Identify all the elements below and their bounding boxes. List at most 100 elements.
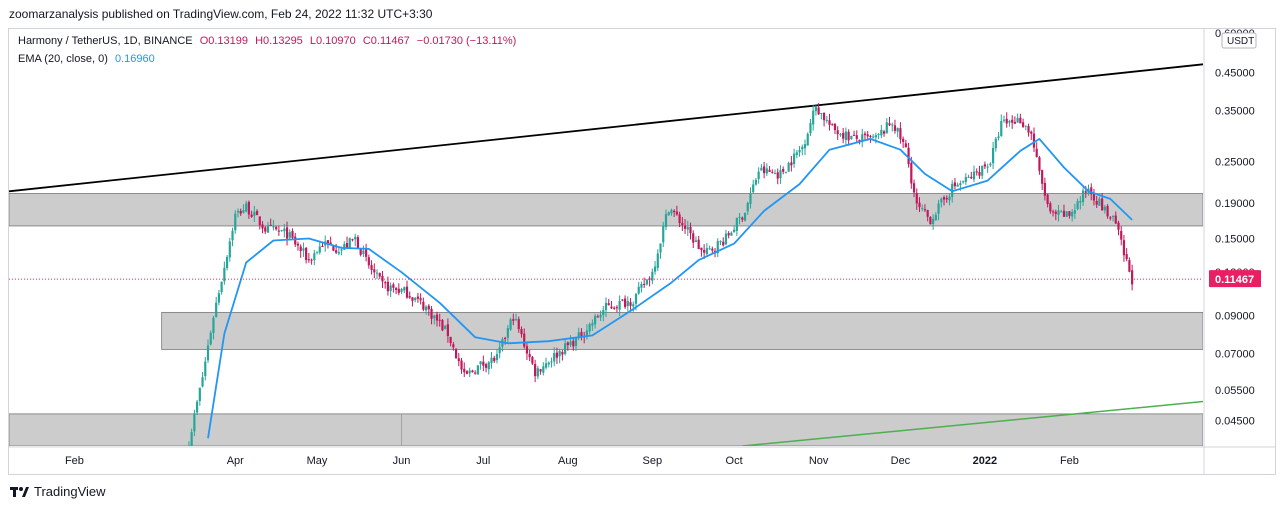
candle: [574, 337, 578, 351]
candle-body: [852, 134, 856, 136]
candle-body: [621, 299, 624, 301]
candle: [754, 178, 758, 186]
candle: [763, 161, 766, 179]
candle: [512, 313, 515, 326]
candle-body: [427, 305, 430, 310]
candle: [1079, 196, 1082, 210]
candle: [487, 361, 490, 375]
candle-body: [765, 168, 768, 174]
candle: [1071, 209, 1074, 222]
candle-body: [1120, 230, 1123, 240]
candle: [618, 295, 621, 317]
candle: [893, 119, 897, 134]
candle-body: [544, 363, 548, 368]
candle: [321, 243, 324, 248]
candle: [836, 126, 839, 140]
candle: [285, 221, 289, 246]
candle-body: [757, 171, 760, 180]
candle: [689, 222, 692, 240]
candle: [659, 243, 662, 259]
candle-body: [670, 210, 673, 214]
candle: [463, 362, 466, 378]
candle: [932, 214, 935, 230]
currency-badge-label: USDT: [1227, 36, 1254, 47]
candle: [746, 201, 749, 215]
candle: [479, 361, 482, 370]
candle-body: [948, 196, 951, 201]
candle: [907, 142, 910, 168]
candle-body: [1081, 190, 1085, 202]
candle-body: [604, 302, 608, 311]
candle-body: [705, 248, 708, 255]
candle-body: [285, 227, 289, 239]
candle: [1062, 204, 1066, 217]
candle-body: [277, 230, 280, 232]
candle: [934, 212, 937, 221]
candle-body: [1051, 211, 1055, 213]
candle: [258, 216, 261, 230]
candle-body: [643, 284, 646, 286]
candle: [833, 123, 837, 135]
candle-body: [283, 228, 286, 232]
candle-body: [1038, 157, 1041, 171]
candle-body: [1011, 119, 1014, 123]
candle: [386, 276, 390, 296]
candle-body: [454, 348, 458, 359]
candle-body: [921, 208, 924, 210]
candle-body: [258, 216, 261, 226]
candle-body: [866, 134, 869, 137]
candle-body: [907, 147, 910, 165]
candle: [812, 105, 815, 131]
candle-body: [711, 248, 714, 251]
candle-body: [566, 342, 569, 346]
candle-body: [945, 198, 948, 200]
candle: [1008, 119, 1011, 127]
candle-body: [335, 250, 338, 253]
candle: [828, 113, 831, 131]
x-tick-label: Jul: [476, 455, 490, 467]
candle: [452, 342, 455, 351]
candle: [937, 199, 940, 221]
candle: [768, 166, 771, 172]
candle-body: [288, 232, 291, 238]
candle-body: [435, 314, 439, 321]
candle: [1098, 196, 1101, 206]
candle: [195, 399, 199, 416]
candle-body: [891, 124, 894, 126]
currency-badge: USDT: [1221, 32, 1257, 49]
candle-body: [1008, 121, 1011, 123]
candle-body: [997, 136, 1000, 138]
candle: [523, 328, 526, 349]
candle-body: [384, 282, 387, 284]
candle-body: [403, 287, 406, 291]
candle: [495, 349, 499, 364]
candle-body: [394, 288, 398, 290]
candle: [465, 370, 469, 375]
candle: [299, 244, 302, 258]
candle-body: [991, 147, 995, 164]
tradingview-brand[interactable]: TradingView: [10, 484, 106, 499]
candle-body: [1054, 211, 1057, 214]
candle-body: [329, 242, 332, 245]
candle-body: [776, 172, 779, 179]
candle-body: [280, 230, 283, 232]
candle: [629, 298, 632, 312]
brand-label: TradingView: [34, 484, 106, 499]
candle-body: [656, 253, 659, 268]
x-tick-label: 2022: [973, 455, 997, 467]
candle-body: [844, 131, 847, 140]
ema-label: EMA (20, close, 0): [18, 53, 108, 65]
candle: [498, 341, 501, 359]
candle: [1021, 118, 1025, 128]
candle-body: [239, 210, 242, 214]
candle: [921, 204, 924, 212]
candle-body: [858, 140, 861, 142]
candle: [664, 209, 668, 231]
candle: [776, 168, 779, 185]
candle-body: [648, 278, 651, 280]
candle: [307, 252, 310, 263]
candle: [438, 313, 441, 327]
candle-body: [471, 370, 474, 373]
candle-body: [613, 307, 616, 309]
